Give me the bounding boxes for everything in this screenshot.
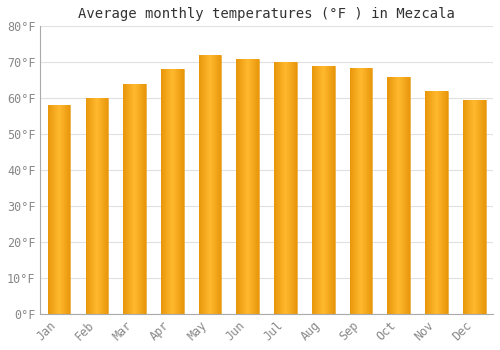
Title: Average monthly temperatures (°F ) in Mezcala: Average monthly temperatures (°F ) in Me… <box>78 7 455 21</box>
